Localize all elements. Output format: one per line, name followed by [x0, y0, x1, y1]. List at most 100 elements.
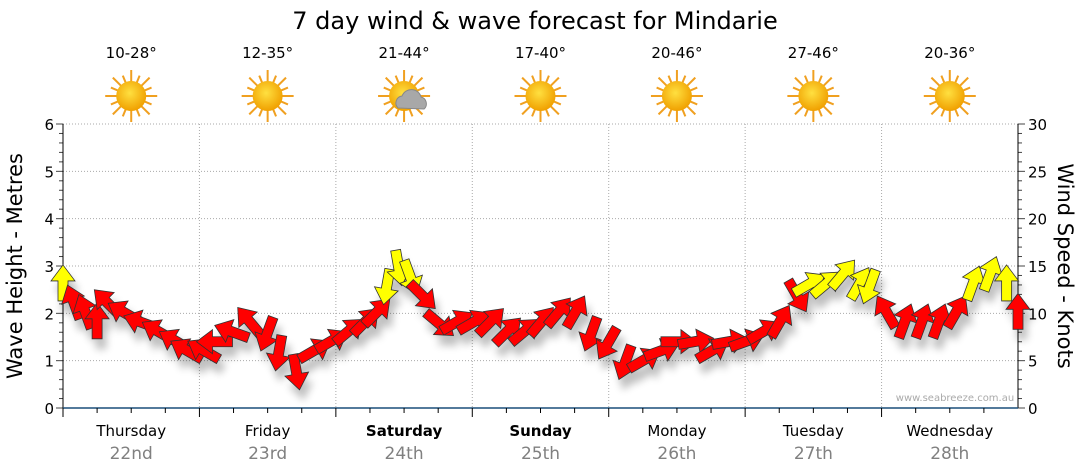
sun-ray — [272, 108, 277, 117]
sun-ray — [954, 108, 960, 117]
sun-ray — [822, 76, 833, 87]
y-tick-left: 0 — [44, 400, 54, 418]
sun-ray — [656, 86, 665, 92]
day-temperature-range: 17-40° — [515, 44, 566, 62]
sun-ray — [792, 86, 801, 92]
sun-icon — [650, 70, 703, 122]
sun-ray — [112, 76, 123, 87]
sun-disc — [934, 81, 965, 111]
y-tick-right: 0 — [1028, 400, 1038, 418]
day-temperature-range: 12-35° — [242, 44, 293, 62]
sun-icon — [514, 70, 567, 122]
sun-ray — [681, 108, 687, 117]
cloud-shape — [395, 89, 427, 110]
sun-ray — [962, 100, 971, 106]
sun-ray — [825, 86, 835, 92]
sun-ray — [686, 76, 697, 87]
sun-ray — [280, 86, 289, 92]
x-tick-weekday: Tuesday — [782, 422, 844, 440]
wind-arrow — [373, 267, 399, 306]
sun-ray — [792, 100, 801, 106]
sun-ray — [246, 100, 256, 106]
sun-ray — [822, 105, 833, 116]
x-tick-date: 28th — [930, 444, 969, 464]
sun-disc — [252, 81, 283, 111]
sun-ray — [112, 105, 123, 116]
wind-arrow — [561, 295, 588, 331]
sun-ray — [246, 86, 256, 92]
sun-ray — [143, 86, 152, 92]
sun-ray — [549, 105, 560, 116]
wind-arrow — [405, 278, 436, 310]
sun-ray — [825, 100, 835, 106]
sun-ray — [248, 76, 259, 87]
sun-ray — [110, 86, 119, 92]
sun-ray — [135, 108, 141, 117]
sun-ray — [958, 76, 969, 87]
sun-ray — [248, 105, 259, 116]
sun-ray — [413, 76, 424, 87]
wind-arrow — [766, 304, 793, 340]
y-tick-left: 4 — [44, 211, 54, 229]
sun-ray — [804, 75, 809, 84]
sun-ray — [121, 108, 127, 117]
y-tick-left: 3 — [44, 258, 54, 276]
sun-ray — [544, 75, 550, 84]
sun-ray — [689, 86, 698, 92]
sun-ray — [962, 86, 971, 92]
x-tick-weekday: Saturday — [366, 422, 443, 440]
sun-ray — [121, 75, 127, 84]
wind-arrow — [578, 315, 603, 352]
sun-ray — [804, 108, 809, 117]
sun-icon — [241, 70, 294, 122]
y-tick-right: 10 — [1028, 305, 1047, 323]
sun-ray — [817, 108, 823, 117]
wind-arrow — [360, 298, 391, 329]
sun-ray — [394, 108, 400, 117]
x-tick-weekday: Friday — [245, 422, 291, 440]
sun-ray — [544, 108, 550, 117]
y-tick-right: 15 — [1028, 258, 1047, 276]
sun-ray — [143, 100, 152, 106]
sun-ray — [794, 76, 805, 87]
sun-ray — [954, 75, 960, 84]
sun-ray — [135, 75, 141, 84]
sun-icon — [787, 70, 840, 122]
sun-ray — [930, 105, 941, 116]
sun-ray — [384, 105, 395, 116]
y-tick-left: 2 — [44, 305, 54, 323]
sun-ray — [553, 100, 562, 106]
wind-arrow — [942, 295, 969, 331]
sun-ray — [384, 76, 395, 87]
sun-ray — [519, 86, 528, 92]
sun-disc — [798, 81, 829, 111]
sun-ray — [521, 76, 532, 87]
sun-ray — [549, 76, 560, 87]
sun-ray — [940, 75, 946, 84]
sun-ray — [681, 75, 687, 84]
wind-arrow — [195, 328, 233, 355]
sun-ray — [521, 105, 532, 116]
sun-ray — [408, 108, 414, 117]
sun-ray — [930, 76, 941, 87]
sun-ray — [110, 100, 119, 106]
sun-ray — [272, 75, 277, 84]
x-tick-date: 27th — [794, 444, 833, 464]
sun-ray — [940, 108, 946, 117]
x-tick-weekday: Thursday — [95, 422, 166, 440]
sun-ray — [656, 100, 665, 106]
x-tick-date: 25th — [521, 444, 560, 464]
sun-ray — [258, 108, 264, 117]
wind-arrow — [1005, 292, 1031, 330]
sun-ray — [929, 100, 938, 106]
sun-disc — [525, 81, 556, 111]
x-tick-date: 22nd — [110, 444, 153, 464]
wind-arrow — [856, 267, 881, 305]
sun-ray — [531, 108, 537, 117]
day-temperature-range: 21-44° — [379, 44, 430, 62]
sun-disc — [116, 81, 147, 111]
watermark: www.seabreeze.com.au — [896, 393, 1014, 404]
sun-ray — [140, 76, 151, 87]
sun-ray — [394, 75, 400, 84]
partly-cloudy-icon — [378, 70, 431, 122]
